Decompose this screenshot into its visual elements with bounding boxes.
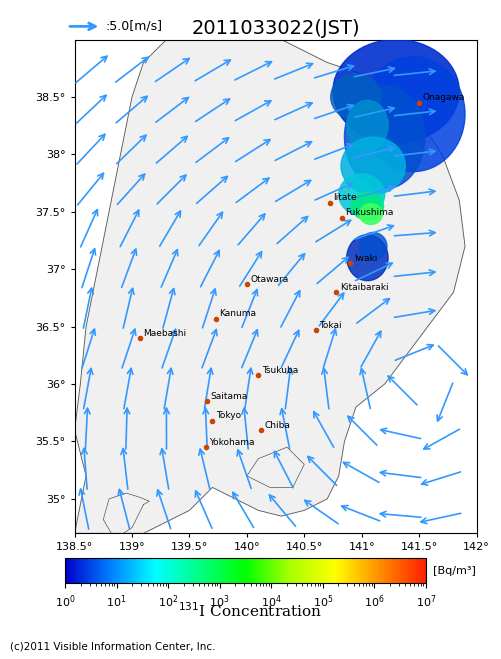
Ellipse shape [333, 40, 459, 143]
Polygon shape [247, 447, 304, 488]
Title: 2011033022(JST): 2011033022(JST) [191, 19, 360, 38]
Text: Tsukuba: Tsukuba [262, 366, 298, 374]
Polygon shape [75, 40, 465, 533]
Ellipse shape [331, 74, 381, 120]
Text: Tokai: Tokai [319, 321, 342, 330]
Text: Kanuma: Kanuma [219, 309, 257, 318]
Ellipse shape [341, 137, 405, 194]
Ellipse shape [362, 57, 465, 171]
Text: Kitaibaraki: Kitaibaraki [340, 283, 388, 292]
Text: Saitama: Saitama [210, 392, 247, 401]
Text: (c)2011 Visible Information Center, Inc.: (c)2011 Visible Information Center, Inc. [10, 641, 215, 651]
Text: Onagawa: Onagawa [422, 94, 465, 102]
Polygon shape [103, 493, 149, 539]
Text: Iwaki: Iwaki [354, 254, 377, 263]
Text: Otawara: Otawara [250, 275, 289, 284]
Ellipse shape [351, 192, 383, 220]
Text: $^{131}$I Concentration: $^{131}$I Concentration [178, 602, 323, 620]
Ellipse shape [347, 100, 388, 151]
Text: Iitate: Iitate [333, 193, 357, 202]
Text: :5.0[m/s]: :5.0[m/s] [105, 20, 162, 33]
Ellipse shape [345, 86, 425, 189]
Text: Maebashi: Maebashi [143, 329, 186, 338]
Text: Yokohama: Yokohama [209, 438, 255, 447]
Ellipse shape [359, 233, 387, 260]
Text: Fukushima: Fukushima [346, 208, 394, 217]
Text: Tokyo: Tokyo [216, 411, 241, 420]
Text: [Bq/m³]: [Bq/m³] [433, 565, 476, 576]
Text: Chiba: Chiba [264, 420, 290, 430]
Ellipse shape [347, 235, 388, 281]
Ellipse shape [339, 174, 385, 215]
Ellipse shape [359, 204, 382, 225]
